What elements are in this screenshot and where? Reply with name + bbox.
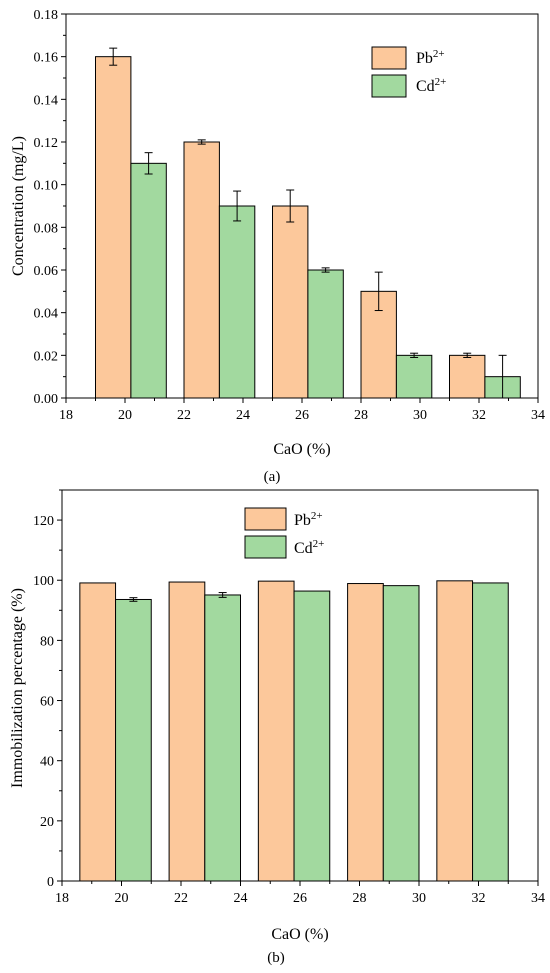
x-tick-label-a: 26 bbox=[295, 408, 309, 423]
bar-cd-b bbox=[115, 598, 152, 882]
y-tick-label-b: 120 bbox=[33, 514, 54, 529]
panel-label-a: (a) bbox=[264, 469, 281, 485]
x-axis-title-a: CaO (%) bbox=[273, 441, 330, 458]
y-axis-title-a: Concentration (mg/L) bbox=[10, 136, 27, 276]
x-tick-label-b: 32 bbox=[472, 891, 486, 906]
x-tick-label-b: 30 bbox=[412, 891, 426, 906]
legend-b: Pb2+ Cd2+ bbox=[244, 507, 324, 559]
x-tick-label-a: 20 bbox=[118, 408, 132, 423]
bar-cd-a bbox=[130, 162, 167, 399]
bar-pb-b bbox=[79, 582, 117, 882]
y-tick-label-a: 0.02 bbox=[34, 349, 59, 364]
bar-cd-b bbox=[382, 585, 420, 882]
y-tick-label-a: 0.08 bbox=[34, 221, 59, 236]
bars-a bbox=[95, 47, 521, 399]
x-tick-label-a: 28 bbox=[354, 408, 368, 423]
legend-a: Pb2+ Cd2+ bbox=[371, 46, 446, 98]
y-tick-label-b: 40 bbox=[40, 755, 54, 770]
bar-pb-a bbox=[95, 56, 132, 399]
chart-panel-b: 18 20 22 24 26 28 30 32 34 0 20 40 60 80 100 120 CaO (%… bbox=[9, 489, 545, 966]
axes-b: 18 20 22 24 26 28 30 32 34 0 20 40 60 80 100 120 bbox=[33, 489, 545, 906]
axes-a: 18 20 22 24 26 28 30 32 34 0.00 0.02 0.04 0.06 0.08 0.… bbox=[34, 8, 546, 423]
x-tick-label-b: 34 bbox=[531, 891, 545, 906]
x-tick-label-a: 34 bbox=[531, 408, 545, 423]
x-tick-label-a: 18 bbox=[59, 408, 73, 423]
x-tick-label-b: 18 bbox=[55, 891, 69, 906]
x-tick-label-b: 28 bbox=[353, 891, 367, 906]
y-axis-title-b: Immobilization percentage (%) bbox=[9, 588, 26, 788]
legend-b-label-pb: Pb2+ bbox=[294, 510, 323, 529]
bar-pb-b bbox=[257, 580, 295, 882]
x-tick-label-b: 24 bbox=[234, 891, 248, 906]
bar-pb-a bbox=[449, 354, 486, 399]
x-tick-label-a: 30 bbox=[413, 408, 427, 423]
y-tick-label-a: 0.16 bbox=[34, 51, 59, 66]
x-tick-label-b: 26 bbox=[293, 891, 307, 906]
x-tick-label-a: 24 bbox=[236, 408, 250, 423]
panel-label-b: (b) bbox=[267, 950, 285, 966]
bar-cd-b bbox=[472, 582, 509, 882]
legend-a-swatch-pb bbox=[371, 46, 407, 70]
y-tick-label-b: 100 bbox=[33, 574, 54, 589]
y-tick-label-b: 20 bbox=[40, 815, 54, 830]
legend-b-swatch-cd bbox=[244, 535, 287, 559]
x-tick-label-b: 22 bbox=[174, 891, 188, 906]
chart-panel-a: 18 20 22 24 26 28 30 32 34 0.00 0.02 0.04 0.06 0.08 0.… bbox=[10, 8, 545, 485]
bars-b bbox=[79, 580, 509, 882]
bar-cd-a bbox=[307, 269, 344, 399]
bar-pb-b bbox=[168, 581, 206, 882]
x-tick-label-a: 32 bbox=[472, 408, 486, 423]
legend-a-swatch-cd bbox=[371, 74, 407, 98]
y-tick-label-b: 0 bbox=[47, 875, 54, 890]
y-tick-label-a: 0.18 bbox=[34, 8, 59, 23]
x-tick-label-a: 22 bbox=[177, 408, 191, 423]
legend-a-label-cd: Cd2+ bbox=[416, 76, 446, 95]
y-tick-label-a: 0.12 bbox=[34, 136, 59, 151]
legend-a-label-pb: Pb2+ bbox=[416, 48, 445, 67]
bar-pb-b bbox=[436, 580, 474, 882]
y-tick-label-b: 60 bbox=[40, 695, 54, 710]
bar-cd-a bbox=[395, 354, 433, 399]
bar-pb-a bbox=[183, 141, 220, 399]
legend-b-swatch-pb bbox=[244, 507, 287, 531]
bar-cd-b bbox=[204, 594, 242, 882]
y-tick-label-a: 0.04 bbox=[34, 307, 59, 322]
x-axis-title-b: CaO (%) bbox=[271, 926, 328, 943]
x-tick-label-b: 20 bbox=[115, 891, 129, 906]
y-tick-label-a: 0.14 bbox=[34, 93, 59, 108]
bar-pb-a bbox=[272, 205, 309, 399]
bar-cd-a bbox=[218, 205, 256, 399]
y-tick-label-a: 0.06 bbox=[34, 264, 59, 279]
bar-pb-b bbox=[347, 583, 384, 882]
y-tick-label-a: 0.10 bbox=[34, 179, 59, 194]
y-tick-label-b: 80 bbox=[40, 634, 54, 649]
y-tick-label-a: 0.00 bbox=[34, 392, 59, 407]
legend-b-label-cd: Cd2+ bbox=[294, 538, 324, 557]
bar-cd-b bbox=[293, 590, 331, 882]
